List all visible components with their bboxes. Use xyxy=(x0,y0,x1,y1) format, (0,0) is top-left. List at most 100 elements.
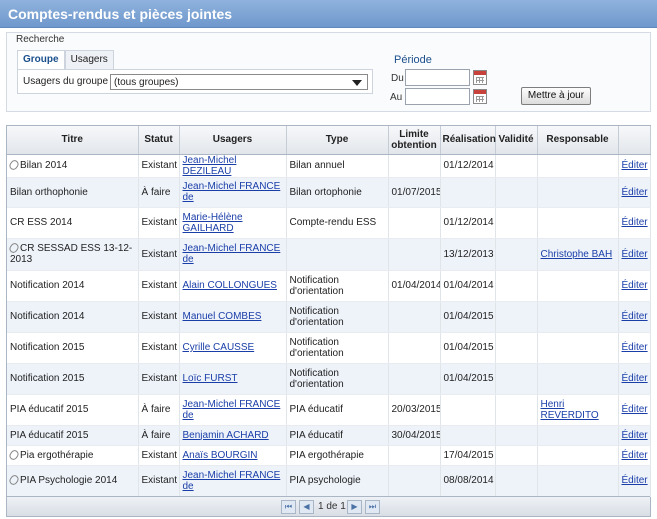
search-tabs: Groupe Usagers xyxy=(17,50,114,69)
cell-usager: Jean-Michel FRANCE de xyxy=(179,238,287,271)
cell-titre: Pia ergothérapie xyxy=(7,445,139,466)
cell-titre: Bilan orthophonie xyxy=(7,177,139,208)
cell-edit: Éditer xyxy=(618,445,651,466)
usager-link[interactable]: Benjamin ACHARD xyxy=(182,429,269,441)
usager-link[interactable]: Marie-Hélène GAILHARD xyxy=(182,211,243,234)
group-select[interactable]: (tous groupes) xyxy=(110,74,368,90)
cell-edit: Éditer xyxy=(618,154,651,178)
usager-link[interactable]: Jean-Michel FRANCE de xyxy=(182,181,281,203)
edit-link[interactable]: Éditer xyxy=(621,404,648,415)
cell-validite xyxy=(495,445,538,466)
col-realisation[interactable]: Réalisation xyxy=(440,126,496,155)
col-responsable[interactable]: Responsable xyxy=(537,126,619,155)
usager-link[interactable]: Manuel COMBES xyxy=(182,311,262,322)
table-row[interactable]: CR ESS 2014 Existant Marie-Hélène GAILHARD… xyxy=(7,207,651,239)
tab-groupe[interactable]: Groupe xyxy=(17,50,65,69)
cell-responsable xyxy=(537,363,619,395)
cell-type: PIA ergothérapie xyxy=(286,445,389,466)
titre-text: PIA éducatif 2015 xyxy=(10,404,89,415)
titre-text: Notification 2014 xyxy=(10,280,85,291)
cell-limite xyxy=(388,445,441,466)
usager-link[interactable]: Cyrille CAUSSE xyxy=(182,342,255,353)
edit-link[interactable]: Éditer xyxy=(621,160,648,171)
edit-link[interactable]: Éditer xyxy=(621,429,648,441)
cell-edit: Éditer xyxy=(618,363,651,395)
from-date-input[interactable] xyxy=(405,69,470,86)
table-row[interactable]: CR SESSAD ESS 13-12-2013 Existant Jean-Mic… xyxy=(7,238,651,271)
cell-responsable xyxy=(537,425,619,446)
edit-link[interactable]: Éditer xyxy=(621,248,648,260)
tab-usagers[interactable]: Usagers xyxy=(64,50,114,69)
cell-responsable xyxy=(537,270,619,302)
cell-limite xyxy=(388,301,441,333)
prev-page-icon[interactable]: ◀ xyxy=(299,500,314,514)
table-row[interactable]: Notification 2014 Existant Alain COLLONGUE… xyxy=(7,270,651,302)
titre-text: PIA Psychologie 2014 xyxy=(20,475,118,486)
cell-realisation: 13/12/2013 xyxy=(440,238,496,271)
col-statut[interactable]: Statut xyxy=(138,126,180,155)
col-titre[interactable]: Titre xyxy=(7,126,139,155)
group-select-value: (tous groupes) xyxy=(114,77,179,88)
cell-edit: Éditer xyxy=(618,425,651,446)
edit-link[interactable]: Éditer xyxy=(621,342,648,353)
col-type[interactable]: Type xyxy=(286,126,389,155)
cell-limite: 01/04/2014 xyxy=(388,270,441,302)
cell-limite xyxy=(388,465,441,497)
table-row[interactable]: Bilan orthophonie À faire Jean-Michel FRAN… xyxy=(7,177,651,208)
cell-responsable xyxy=(537,301,619,333)
usager-link[interactable]: Anaïs BOURGIN xyxy=(182,449,258,461)
responsable-link[interactable]: Henri REVERDITO xyxy=(540,398,599,421)
to-date-input[interactable] xyxy=(405,88,470,105)
titre-text: Notification 2014 xyxy=(10,311,85,322)
edit-link[interactable]: Éditer xyxy=(621,373,648,384)
edit-link[interactable]: Éditer xyxy=(621,475,648,486)
first-page-icon[interactable]: ⏮ xyxy=(281,500,296,514)
update-button[interactable]: Mettre à jour xyxy=(521,87,591,105)
responsable-link[interactable]: Christophe BAH xyxy=(540,248,613,260)
edit-link[interactable]: Éditer xyxy=(621,280,648,291)
titre-text: Bilan 2014 xyxy=(20,160,68,171)
table-row[interactable]: PIA éducatif 2015 À faire Benjamin ACHARD P… xyxy=(7,425,651,446)
cell-type: Notification d'orientation xyxy=(286,363,389,395)
usager-link[interactable]: Jean-Michel FRANCE de xyxy=(182,469,281,492)
col-validite[interactable]: Validité xyxy=(495,126,538,155)
usager-link[interactable]: Jean-Michel FRANCE de xyxy=(182,398,281,421)
table-row[interactable]: Pia ergothérapie Existant Anaïs BOURGIN PIA… xyxy=(7,445,651,466)
table-row[interactable]: Bilan 2014 Existant Jean-Michel DEZILEAU Bi… xyxy=(7,154,651,178)
table-row[interactable]: PIA Psychologie 2014 Existant Jean-Michel … xyxy=(7,465,651,497)
usager-link[interactable]: Jean-Michel FRANCE de xyxy=(182,243,281,265)
cell-edit: Éditer xyxy=(618,270,651,302)
cell-validite xyxy=(495,425,538,446)
edit-link[interactable]: Éditer xyxy=(621,311,648,322)
cell-limite xyxy=(388,332,441,364)
cell-usager: Jean-Michel FRANCE de xyxy=(179,394,287,426)
table-row[interactable]: Notification 2015 Existant Loïc FURST Notif… xyxy=(7,363,651,395)
table-row[interactable]: PIA éducatif 2015 À faire Jean-Michel FRAN… xyxy=(7,394,651,426)
table-row[interactable]: Notification 2014 Existant Manuel COMBES No… xyxy=(7,301,651,333)
cell-responsable: Henri REVERDITO xyxy=(537,394,619,426)
calendar-icon[interactable] xyxy=(473,70,487,85)
last-page-icon[interactable]: ⏭ xyxy=(365,500,380,514)
edit-link[interactable]: Éditer xyxy=(621,217,648,228)
cell-usager: Anaïs BOURGIN xyxy=(179,445,287,466)
cell-validite xyxy=(495,465,538,497)
next-page-icon[interactable]: ▶ xyxy=(347,500,362,514)
cell-usager: Benjamin ACHARD xyxy=(179,425,287,446)
titre-text: CR SESSAD ESS 13-12-2013 xyxy=(10,243,133,265)
usager-link[interactable]: Jean-Michel DEZILEAU xyxy=(182,154,237,177)
col-usagers[interactable]: Usagers xyxy=(179,126,287,155)
edit-link[interactable]: Éditer xyxy=(621,449,648,461)
calendar-icon[interactable] xyxy=(473,89,487,104)
paperclip-icon xyxy=(7,473,21,487)
window-title: Comptes-rendus et pièces jointes xyxy=(0,0,657,28)
cell-edit: Éditer xyxy=(618,332,651,364)
cell-edit: Éditer xyxy=(618,394,651,426)
cell-validite xyxy=(495,301,538,333)
edit-link[interactable]: Éditer xyxy=(621,186,648,198)
col-limite-obtention[interactable]: Limite obtention xyxy=(388,126,441,155)
cell-usager: Cyrille CAUSSE xyxy=(179,332,287,364)
table-row[interactable]: Notification 2015 Existant Cyrille CAUSSE N… xyxy=(7,332,651,364)
usager-link[interactable]: Loïc FURST xyxy=(182,373,238,384)
usager-link[interactable]: Alain COLLONGUES xyxy=(182,280,277,291)
cell-titre: CR ESS 2014 xyxy=(7,207,139,239)
